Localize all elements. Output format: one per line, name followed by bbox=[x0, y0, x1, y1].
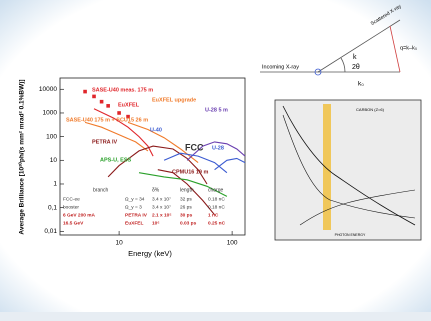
q-label: q=k–k₀ bbox=[400, 45, 417, 51]
k0-label: k₀ bbox=[358, 81, 364, 88]
series-label: U-40 bbox=[150, 127, 162, 133]
table-header: charge bbox=[208, 187, 224, 193]
table-cell: 1 nC bbox=[208, 212, 219, 218]
theta-label: 2θ bbox=[352, 64, 360, 71]
table-cell: 3.4 x 10⁷ bbox=[152, 196, 171, 202]
table-cell: Ω_y = 3 bbox=[125, 204, 142, 210]
y-tick-label: 10 bbox=[50, 157, 58, 164]
table-cell: 32 ps bbox=[180, 196, 192, 202]
y-tick-label: 1000 bbox=[43, 110, 58, 117]
y-tick-label: 100 bbox=[46, 133, 57, 140]
page: Energy (keV) Average Brilliance [10²⁰ph/… bbox=[0, 0, 431, 321]
data-point bbox=[83, 90, 87, 94]
table-cell: FCC-ee bbox=[63, 196, 80, 202]
x-tick-label: 100 bbox=[227, 240, 238, 247]
table-header: branch bbox=[93, 187, 109, 193]
series-label: SASE-U40 meas. 175 m bbox=[92, 87, 153, 93]
table-cell: 0.18 nC bbox=[208, 204, 225, 210]
table-cell: 26 ps bbox=[180, 204, 192, 210]
y-tick-label: 1 bbox=[53, 181, 57, 188]
annotation: FCC bbox=[185, 142, 204, 152]
incoming-label: Incoming X-ray bbox=[262, 64, 299, 70]
table-cell: 10⁶ bbox=[152, 220, 160, 226]
table-cell: 6 GeV 200 mA bbox=[63, 212, 96, 218]
y-tick-label: 0,01 bbox=[44, 228, 57, 235]
series-label: CPMU16 19 m bbox=[172, 169, 208, 175]
y-tick-label: 10000 bbox=[39, 86, 57, 93]
inset-title: CARBON (Z=6) bbox=[356, 107, 385, 112]
data-point bbox=[106, 104, 110, 108]
table-cell: 2.1 x 10⁵ bbox=[152, 212, 172, 218]
x-axis-label: Energy (keV) bbox=[128, 249, 172, 258]
data-point bbox=[117, 111, 121, 115]
data-point bbox=[100, 100, 104, 104]
table-cell: booster bbox=[63, 204, 79, 210]
series-label: EuXFEL upgrade bbox=[152, 97, 196, 103]
footer-band bbox=[0, 312, 431, 321]
series-label: APS-U, ESS bbox=[100, 157, 132, 163]
table-cell: 0.18 nC bbox=[208, 196, 225, 202]
data-point bbox=[92, 95, 96, 99]
table-cell: 0.03 ps bbox=[180, 220, 197, 226]
series-label: U-28 5 m bbox=[205, 107, 228, 113]
table-cell: Ω_y = 34 bbox=[125, 196, 145, 202]
inset-x-label: PHOTON ENERGY bbox=[335, 233, 366, 237]
inset-frame bbox=[275, 100, 421, 240]
y-tick-label: 0,1 bbox=[48, 204, 57, 211]
x-tick-label: 10 bbox=[115, 240, 123, 247]
series-label: PETRA IV bbox=[92, 139, 117, 145]
table-cell: 0.25 nC bbox=[208, 220, 226, 226]
k-label: k bbox=[353, 54, 357, 61]
y-axis-label: Average Brilliance [10²⁰ph/(s mm² mrad² … bbox=[18, 79, 26, 234]
series-label: SASE-U40 175 m + SCU15 26 m bbox=[66, 117, 148, 123]
series-label: U-28 bbox=[212, 145, 224, 151]
inset-plot: CARBON (Z=6) PHOTON ENERGY bbox=[275, 100, 421, 240]
table-cell: PETRA IV bbox=[125, 212, 148, 218]
table-cell: 3.4 x 10⁷ bbox=[152, 204, 171, 210]
table-cell: 30 ps bbox=[180, 212, 193, 218]
slide: Energy (keV) Average Brilliance [10²⁰ph/… bbox=[0, 0, 431, 321]
table-cell: 16.5 GeV bbox=[63, 220, 84, 226]
table-header: length bbox=[180, 187, 194, 193]
series-label: EuXFEL bbox=[118, 102, 140, 108]
table-cell: EuXFEL bbox=[125, 220, 143, 226]
table-header: δ% bbox=[152, 187, 160, 193]
